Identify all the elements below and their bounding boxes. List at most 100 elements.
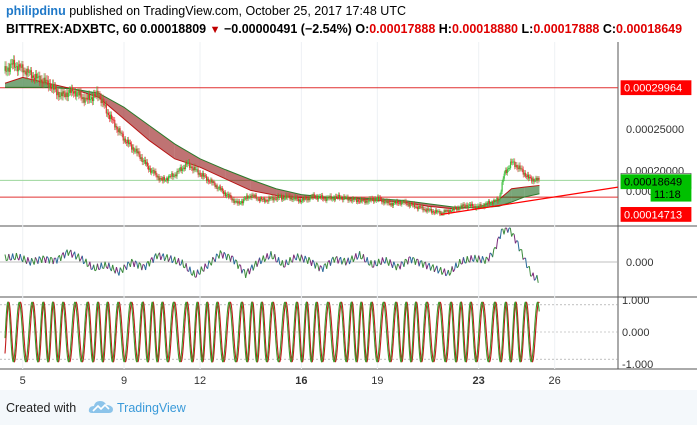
candle bbox=[308, 197, 310, 201]
candle bbox=[37, 76, 39, 79]
oscillator-line bbox=[229, 255, 233, 262]
candle bbox=[321, 195, 323, 198]
candle bbox=[294, 196, 296, 200]
oscillator-line bbox=[345, 261, 348, 266]
oscillator-line bbox=[237, 264, 240, 269]
price-chart[interactable]: 0.000250000.000200000.0000.000299640.000… bbox=[0, 42, 697, 390]
candle bbox=[171, 173, 173, 177]
candle bbox=[97, 90, 99, 97]
candle bbox=[170, 175, 172, 177]
candle bbox=[373, 198, 376, 202]
oscillator-line bbox=[189, 266, 192, 275]
author-link[interactable]: philipdinu bbox=[6, 4, 66, 18]
candle bbox=[113, 119, 115, 121]
oscillator-line bbox=[212, 256, 215, 260]
oscillator-line bbox=[175, 262, 178, 265]
oscillator-line bbox=[484, 256, 487, 264]
candle bbox=[389, 203, 391, 206]
candle bbox=[52, 84, 55, 90]
candle bbox=[114, 119, 116, 128]
candle bbox=[17, 66, 19, 72]
candle bbox=[528, 176, 531, 179]
candle bbox=[533, 178, 535, 182]
oscillator-line bbox=[45, 256, 48, 264]
candle bbox=[8, 67, 10, 72]
ma-cloud bbox=[174, 143, 201, 168]
candle bbox=[46, 79, 48, 81]
candle bbox=[197, 169, 199, 175]
candle bbox=[144, 159, 146, 165]
candle bbox=[89, 99, 92, 101]
stoch-k-line bbox=[4, 301, 540, 363]
price-pane bbox=[0, 55, 619, 217]
candle bbox=[26, 68, 28, 76]
candle bbox=[138, 151, 140, 155]
candle bbox=[243, 198, 246, 200]
oscillator-line bbox=[297, 253, 300, 259]
candle bbox=[6, 70, 8, 72]
high-value: 0.00018880 bbox=[451, 22, 519, 36]
tradingview-cloud-icon[interactable] bbox=[88, 399, 114, 415]
candle bbox=[240, 201, 243, 204]
oscillator-line bbox=[223, 251, 226, 255]
oscillator-line bbox=[381, 257, 385, 262]
candle bbox=[141, 157, 143, 163]
candle bbox=[349, 199, 351, 200]
oscillator-line bbox=[378, 258, 381, 264]
candle bbox=[420, 207, 422, 209]
oscillator-line bbox=[316, 262, 319, 266]
candle bbox=[417, 206, 419, 210]
oscillator-line bbox=[393, 261, 396, 266]
candle bbox=[228, 193, 230, 197]
oscillator-line bbox=[441, 272, 444, 275]
candle bbox=[161, 178, 163, 181]
candle bbox=[535, 177, 537, 181]
candle bbox=[513, 161, 515, 163]
candle bbox=[497, 197, 499, 202]
candle bbox=[392, 202, 395, 206]
oscillator-line bbox=[270, 251, 273, 259]
candle bbox=[110, 114, 113, 120]
oscillator-line bbox=[167, 258, 171, 262]
candle bbox=[150, 168, 152, 173]
oscillator-line bbox=[81, 255, 85, 264]
price-badge-text: 11:18 bbox=[654, 189, 681, 201]
candle bbox=[536, 177, 538, 181]
oscillator-line bbox=[428, 263, 432, 271]
stoch-tick-label: 1.000 bbox=[622, 295, 650, 307]
oscillator-line bbox=[521, 249, 524, 260]
candle bbox=[73, 91, 75, 94]
candle bbox=[139, 154, 141, 160]
candle bbox=[39, 75, 41, 84]
oscillator-line bbox=[462, 257, 466, 263]
oscillator-line bbox=[241, 269, 244, 274]
ma-cloud bbox=[200, 158, 226, 179]
oscillator-line bbox=[355, 253, 358, 260]
oscillator-line bbox=[319, 265, 323, 268]
candle bbox=[276, 195, 278, 200]
oscillator-line bbox=[499, 228, 502, 239]
candle bbox=[421, 206, 423, 208]
oscillator-line bbox=[308, 256, 311, 261]
candle bbox=[102, 98, 104, 104]
candle bbox=[329, 195, 331, 199]
candle bbox=[268, 197, 270, 202]
candle bbox=[297, 198, 300, 202]
tradingview-link[interactable]: TradingView bbox=[117, 401, 186, 415]
candle bbox=[450, 210, 453, 212]
candle bbox=[100, 97, 102, 104]
candle bbox=[92, 97, 94, 102]
candle bbox=[287, 195, 289, 198]
candle bbox=[323, 198, 325, 200]
oscillator-line bbox=[12, 253, 15, 260]
price-badge bbox=[620, 80, 692, 96]
candle bbox=[359, 201, 361, 203]
candle bbox=[451, 208, 454, 211]
trendline bbox=[440, 186, 619, 216]
oscillator-line bbox=[170, 255, 173, 263]
ohlc-line: BITTREX:ADXBTC, 60 0.00018809 ▼ −0.00000… bbox=[6, 22, 682, 36]
oscillator-line bbox=[240, 265, 243, 274]
candle bbox=[190, 166, 192, 168]
oscillator-line bbox=[333, 257, 337, 263]
candle bbox=[193, 166, 195, 171]
